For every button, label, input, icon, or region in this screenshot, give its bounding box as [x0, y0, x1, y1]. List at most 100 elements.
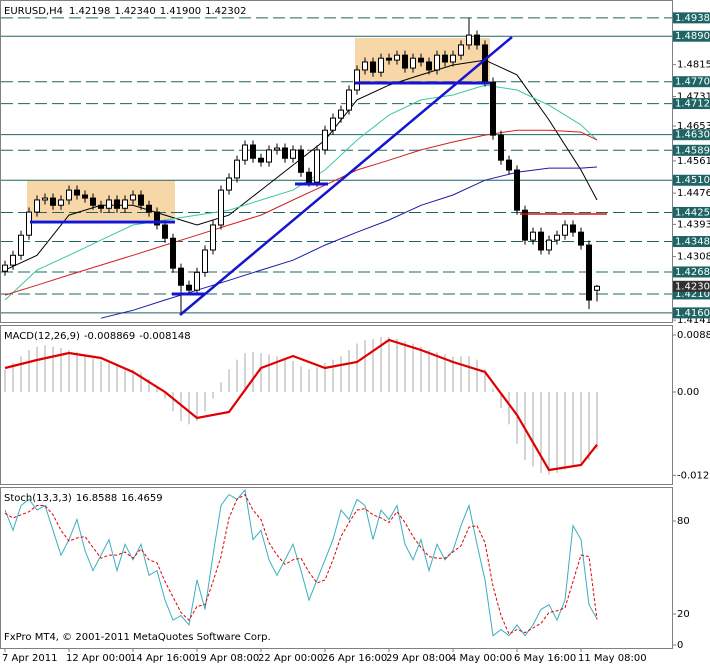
candle-body [250, 144, 256, 159]
candle-body [58, 199, 64, 206]
x-tick-label: 7 Apr 2011 [2, 653, 57, 664]
candle-body [282, 147, 288, 159]
level-label: 1.47123 [675, 99, 710, 110]
candle-body [442, 54, 448, 63]
candle-body [2, 264, 8, 272]
candle-body [426, 61, 432, 71]
candle-body [258, 157, 264, 163]
candle-body [554, 234, 560, 241]
candle-body [218, 189, 224, 226]
level-label: 1.42680 [675, 267, 710, 278]
current-price-box [673, 280, 710, 292]
trend-lines [30, 36, 607, 316]
macd-layer [4, 336, 598, 475]
footer: FxPro MT4, © 2001-2011 MetaQuotes Softwa… [4, 632, 271, 643]
macd-signal [4, 338, 598, 472]
y-tick-label: -0.01288 [677, 470, 710, 481]
level-label: 1.44250 [675, 207, 710, 218]
candle-body [586, 244, 592, 301]
y-tick-label: 0.00 [677, 387, 699, 398]
x-tick-label: 19 Apr 08:00 [194, 653, 259, 664]
y-tick-label: 1.43085 [677, 252, 710, 263]
candle-body [290, 149, 296, 159]
candle-body [122, 199, 128, 209]
y-tick-label: 20 [677, 609, 690, 620]
candle-body [266, 149, 272, 163]
macd-value: -0.008869 [84, 331, 135, 342]
x-tick-label: 4 May 00:00 [450, 653, 512, 664]
x-tick-label: 11 May 08:00 [578, 653, 647, 664]
level-label-box [673, 30, 710, 42]
candle-body [186, 284, 192, 291]
y-tick-label: 80 [677, 516, 690, 527]
candle-body [570, 224, 576, 233]
candle-body [242, 144, 248, 161]
stoch-signal-value: 16.4659 [121, 493, 162, 504]
candle-body [354, 69, 360, 91]
candle-body [226, 177, 232, 191]
candle-body [530, 231, 536, 241]
level-label-box [673, 236, 710, 248]
candle-body [506, 159, 512, 171]
macd-title: MACD(12,26,9) [4, 331, 80, 342]
level-label-box [673, 12, 710, 24]
stoch-layer [4, 488, 598, 637]
level-label-box [673, 307, 710, 319]
y-tick-label: 1.46530 [677, 121, 710, 132]
y-tick-label: 1.48150 [677, 60, 710, 71]
level-label: 1.47700 [675, 77, 710, 88]
chart-header: EURUSD,H4 1.42198 1.42340 1.41900 1.42302 [4, 6, 246, 17]
candle-body [194, 271, 200, 291]
level-label-box [673, 206, 710, 218]
candle-body [306, 171, 312, 183]
stoch-panel [0, 487, 673, 649]
signal-value: -0.008148 [139, 331, 190, 342]
candle-body [450, 54, 456, 63]
level-label-box [673, 129, 710, 141]
candle-body [322, 129, 328, 151]
stoch-main-value: 16.8588 [76, 493, 117, 504]
candle-body [362, 61, 368, 71]
candle-body [130, 194, 136, 201]
candle-body [234, 159, 240, 179]
candle-body [466, 34, 472, 46]
candle-body [298, 149, 304, 173]
level-label-box [673, 266, 710, 278]
level-label-box [673, 288, 710, 300]
level-label-box [673, 174, 710, 186]
y-tick-label: 1.45610 [677, 156, 710, 167]
range-box [27, 180, 175, 220]
y-tick-label: 1.47310 [677, 91, 710, 102]
symbol: EURUSD,H4 [4, 6, 63, 17]
candle-body [482, 44, 488, 83]
level-label: 1.42100 [675, 289, 710, 300]
candle-body [106, 199, 112, 209]
x-tick-label: 22 Apr 00:00 [258, 653, 323, 664]
level-label: 1.45100 [675, 175, 710, 186]
candle-body [562, 224, 568, 236]
candle-body [10, 254, 16, 266]
x-tick-label: 6 May 16:00 [514, 653, 576, 664]
x-tick-label: 14 Apr 16:00 [130, 653, 195, 664]
candle-body [538, 231, 544, 251]
candle-body [346, 89, 352, 111]
candle-body [418, 57, 424, 63]
candle-body [202, 249, 208, 273]
y-tick-label: 1.44760 [677, 188, 710, 199]
close-label: 1.42302 [205, 6, 246, 17]
candle-body [98, 204, 104, 209]
candle-body [210, 224, 216, 251]
candle-body [386, 57, 392, 61]
candle-body [90, 197, 96, 206]
open-label: 1.42198 [69, 6, 110, 17]
x-tick-label: 29 Apr 08:00 [386, 653, 451, 664]
candle-body [34, 199, 40, 213]
candle-body [578, 231, 584, 246]
level-label-box [673, 98, 710, 110]
level-label: 1.41600 [675, 308, 710, 319]
candle-body [522, 209, 528, 241]
stoch-title: Stoch(13,3,3) [4, 493, 72, 504]
y-tick-label: 0.00881 [677, 330, 710, 341]
main-panel [0, 0, 673, 323]
